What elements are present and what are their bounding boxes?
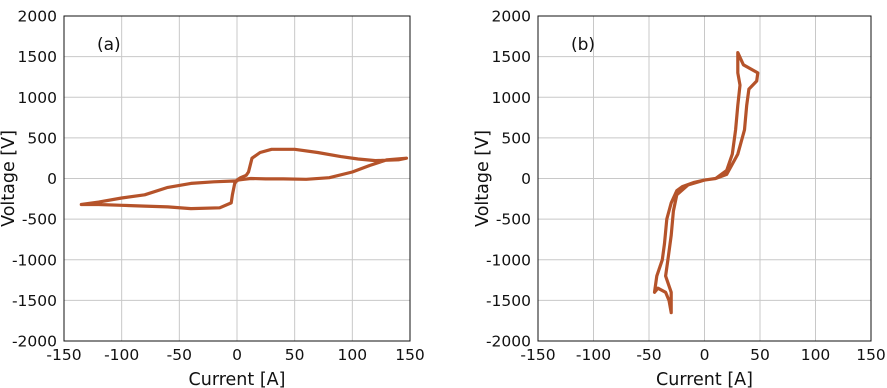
x-tick-label: -50 xyxy=(636,346,661,364)
x-axis-label: Current [A] xyxy=(189,370,286,388)
y-tick-label: 2000 xyxy=(18,8,57,26)
x-tick-label: -150 xyxy=(46,346,81,364)
chart-panel-a: (a) Current [A] Voltage [V] -150 -100 -50 0… xyxy=(0,8,425,388)
x-tick-label: -100 xyxy=(104,346,139,364)
y-tick-label: -1000 xyxy=(486,251,531,269)
x-axis-label: Current [A] xyxy=(656,370,753,388)
y-tick-label: 500 xyxy=(27,129,57,147)
panel-label: (a) xyxy=(97,35,121,55)
x-tick-label: 100 xyxy=(338,346,368,364)
series-line xyxy=(79,147,409,211)
plot-frame xyxy=(63,15,411,342)
y-tick-label: -1500 xyxy=(12,292,57,310)
y-tick-label: 2000 xyxy=(492,8,531,26)
x-tick-label: 100 xyxy=(801,346,831,364)
x-tick-label: -150 xyxy=(520,346,555,364)
y-axis-label: Voltage [V] xyxy=(473,130,493,227)
y-tick-label: 500 xyxy=(501,129,531,147)
x-tick-label: 50 xyxy=(750,346,770,364)
plot-frame xyxy=(537,15,872,342)
x-tick-label: 0 xyxy=(700,346,710,364)
x-tick-label: 50 xyxy=(285,346,305,364)
y-tick-label: -1500 xyxy=(486,292,531,310)
series-line xyxy=(652,50,760,315)
y-tick-label: -500 xyxy=(22,211,57,229)
x-tick-label: 0 xyxy=(232,346,242,364)
y-tick-label: 0 xyxy=(521,170,531,188)
y-tick-label: 1000 xyxy=(18,89,57,107)
y-axis-label: Voltage [V] xyxy=(0,130,19,227)
y-tick-label: 0 xyxy=(47,170,57,188)
panel-label: (b) xyxy=(571,35,595,55)
y-tick-label: -2000 xyxy=(12,333,57,351)
y-tick-label: -500 xyxy=(496,211,531,229)
y-tick-label: 1500 xyxy=(492,48,531,66)
x-tick-label: -50 xyxy=(167,346,192,364)
x-tick-label: -100 xyxy=(576,346,611,364)
x-tick-label: 150 xyxy=(856,346,886,364)
y-tick-label: 1500 xyxy=(18,48,57,66)
y-tick-label: -1000 xyxy=(12,251,57,269)
y-tick-label: -2000 xyxy=(486,333,531,351)
y-tick-label: 1000 xyxy=(492,89,531,107)
chart-panel-b: (b) Current [A] Voltage [V] -150 -100 -50 0… xyxy=(473,8,886,388)
x-tick-label: 150 xyxy=(395,346,425,364)
